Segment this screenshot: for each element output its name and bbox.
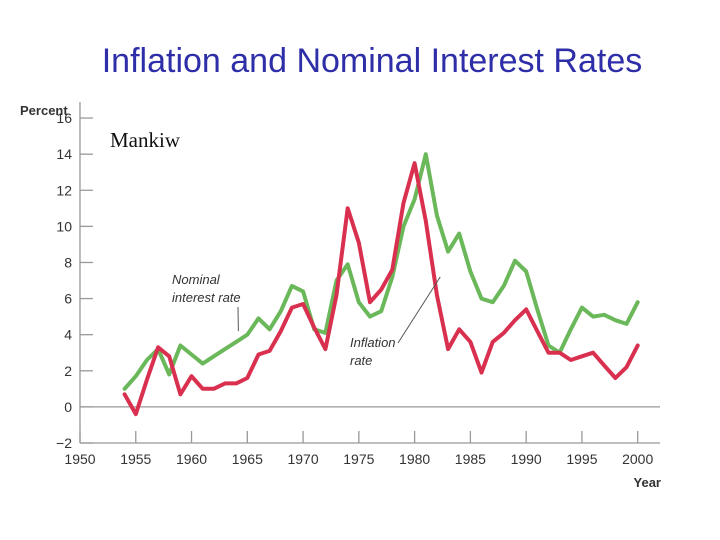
y-tick-label: 6	[64, 291, 72, 307]
x-tick-label: 1990	[511, 451, 542, 467]
y-tick-label: 0	[64, 399, 72, 415]
nominal-rate-line	[122, 152, 640, 391]
x-tick-label: 1975	[343, 451, 374, 467]
x-tick-label: 1950	[64, 451, 95, 467]
inflation-rate-line	[122, 161, 640, 417]
y-tick-label: −2	[56, 435, 72, 451]
nominal-label-line1: Nominal	[172, 272, 221, 287]
x-axis-title: Year	[634, 475, 661, 490]
y-tick-label: 16	[56, 110, 72, 126]
x-tick-label: 1985	[455, 451, 486, 467]
x-tick-label: 1980	[399, 451, 430, 467]
y-tick-label: 8	[64, 254, 72, 270]
x-tick-label: 1955	[120, 451, 151, 467]
inflation-pointer-line	[397, 276, 441, 344]
slide-title: Inflation and Nominal Interest Rates	[101, 42, 643, 80]
inflation-label-line2: rate	[350, 353, 372, 368]
nominal-label-line2: interest rate	[172, 290, 241, 305]
y-tick-label: 2	[64, 363, 72, 379]
x-tick-label: 2000	[622, 451, 653, 467]
y-axis-title: Percent	[20, 103, 68, 118]
y-tick-label: 12	[56, 182, 72, 198]
inflation-label-line1: Inflation	[350, 335, 396, 350]
x-tick-label: 1995	[566, 451, 597, 467]
x-tick-label: 1960	[176, 451, 207, 467]
x-tick-label: 1965	[232, 451, 263, 467]
credit-label: Mankiw	[110, 128, 180, 152]
y-tick-label: 14	[56, 146, 72, 162]
x-tick-label: 1970	[287, 451, 318, 467]
y-tick-label: 10	[56, 218, 72, 234]
y-tick-label: 4	[64, 327, 72, 343]
